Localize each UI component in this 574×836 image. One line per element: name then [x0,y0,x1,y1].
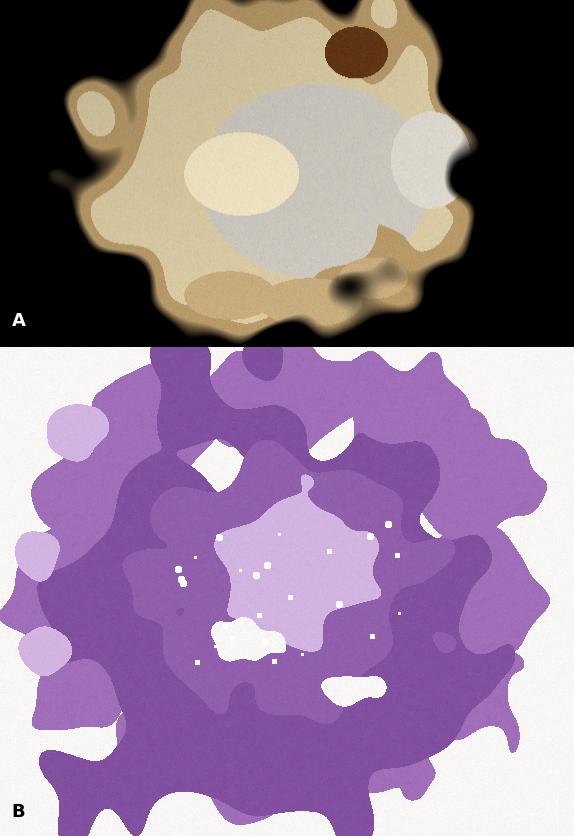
Text: A: A [11,312,25,329]
Text: B: B [11,803,25,821]
